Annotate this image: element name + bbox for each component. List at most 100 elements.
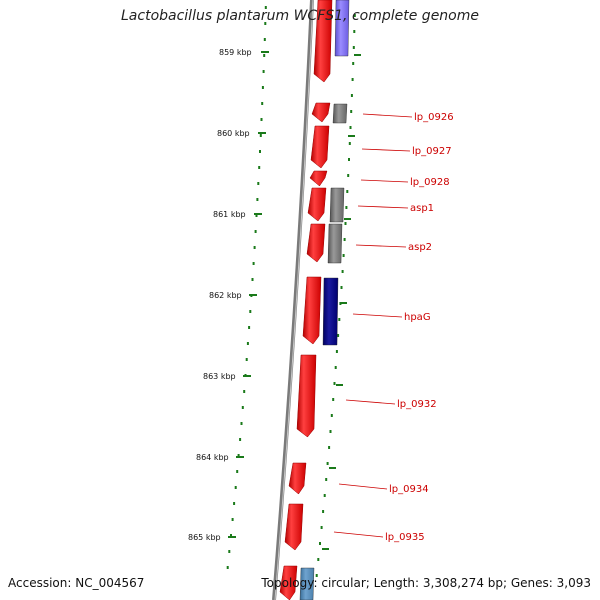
reverse-cds-feature[interactable]: [329, 187, 345, 223]
major-tick: [348, 135, 355, 137]
major-tick: [354, 54, 361, 56]
forward-cds-feature[interactable]: [288, 462, 307, 495]
minor-tick: [335, 350, 338, 353]
minor-tick: [352, 62, 355, 65]
forward-cds-feature[interactable]: [310, 125, 330, 169]
minor-tick: [347, 174, 350, 177]
forward-cds-feature[interactable]: [307, 187, 327, 222]
minor-tick: [348, 158, 350, 161]
minor-tick: [259, 134, 262, 137]
minor-tick: [252, 262, 255, 265]
minor-tick: [320, 526, 323, 529]
label-leader-line: [345, 399, 396, 405]
minor-tick: [249, 310, 252, 313]
gene-label-hpag[interactable]: hpaG: [404, 312, 431, 323]
reverse-cds-feature[interactable]: [322, 277, 339, 346]
feature-track: [279, 0, 350, 600]
kbp-label-861: 861 kbp: [213, 210, 246, 219]
topology-text: Topology: circular; Length: 3,308,274 bp…: [261, 576, 591, 590]
kbp-label-863: 863 kbp: [203, 372, 236, 381]
minor-tick: [340, 286, 343, 289]
minor-tick: [234, 486, 237, 489]
gene-label-lp-0935[interactable]: lp_0935: [385, 532, 425, 543]
minor-tick: [338, 318, 341, 321]
label-leader-line: [361, 148, 411, 152]
minor-tick: [326, 462, 329, 465]
reverse-cds-feature[interactable]: [327, 223, 343, 264]
minor-tick: [333, 382, 336, 385]
minor-tick: [237, 454, 240, 457]
minor-tick: [243, 390, 246, 393]
major-tick: [258, 132, 266, 134]
label-leaders: [333, 113, 413, 538]
label-leader-line: [360, 179, 409, 183]
gene-label-lp-0932[interactable]: lp_0932: [397, 399, 437, 410]
minor-tick: [256, 198, 259, 201]
forward-cds-feature[interactable]: [309, 170, 328, 187]
forward-cds-feature[interactable]: [284, 503, 304, 551]
minor-tick: [259, 150, 261, 153]
major-tick: [261, 51, 269, 53]
genome-backbone: [272, 0, 314, 600]
minor-tick: [255, 214, 258, 217]
minor-tick: [228, 550, 231, 553]
genome-title: Lactobacillus plantarum WCFS1, complete …: [121, 8, 479, 24]
minor-tick: [353, 14, 356, 17]
minor-tick: [251, 278, 254, 281]
minor-tick: [248, 326, 251, 329]
minor-tick: [352, 46, 355, 49]
minor-tick: [241, 406, 244, 409]
gene-label-lp-0934[interactable]: lp_0934: [389, 484, 429, 495]
gene-label-lp-0926[interactable]: lp_0926: [414, 112, 454, 123]
forward-cds-feature[interactable]: [311, 102, 331, 123]
minor-tick: [325, 478, 328, 481]
kbp-label-862: 862 kbp: [209, 291, 242, 300]
kbp-label-864: 864 kbp: [196, 453, 229, 462]
minor-tick: [323, 494, 326, 497]
kbp-label-860: 860 kbp: [217, 129, 250, 138]
reverse-cds-feature[interactable]: [299, 567, 315, 600]
minor-tick: [346, 190, 349, 193]
forward-cds-feature[interactable]: [279, 565, 298, 600]
gene-label-asp1[interactable]: asp1: [410, 203, 434, 214]
kbp-label-865: 865 kbp: [188, 533, 221, 542]
forward-cds-feature[interactable]: [313, 0, 333, 83]
forward-cds-feature[interactable]: [306, 223, 326, 263]
major-tick: [329, 467, 336, 469]
minor-tick: [353, 30, 356, 33]
gene-label-asp2[interactable]: asp2: [408, 242, 432, 253]
gene-label-lp-0928[interactable]: lp_0928: [410, 177, 450, 188]
minor-tick: [253, 246, 256, 249]
major-tick: [254, 213, 262, 215]
genome-backbone-highlight: [274, 0, 314, 600]
minor-tick: [254, 230, 257, 233]
minor-tick: [226, 566, 229, 569]
minor-tick: [258, 166, 261, 169]
minor-tick: [236, 470, 239, 473]
gene-label-lp-0927[interactable]: lp_0927: [412, 146, 452, 157]
accession-text: Accession: NC_004567: [8, 576, 145, 590]
forward-cds-feature[interactable]: [302, 276, 322, 345]
major-tick: [243, 375, 251, 377]
minor-tick: [328, 446, 331, 449]
minor-tick: [329, 430, 332, 433]
reverse-cds-feature[interactable]: [334, 0, 350, 57]
minor-tick: [240, 422, 243, 425]
forward-cds-feature[interactable]: [296, 354, 317, 438]
minor-tick: [317, 558, 320, 561]
minor-tick: [350, 110, 353, 113]
reverse-cds-feature[interactable]: [332, 103, 348, 124]
minor-tick: [334, 366, 337, 369]
minor-tick: [261, 86, 264, 89]
minor-tick: [245, 358, 248, 361]
minor-tick: [349, 126, 352, 129]
minor-tick: [261, 102, 264, 105]
major-tick: [336, 384, 343, 386]
minor-tick: [257, 182, 260, 185]
minor-tick: [342, 254, 345, 257]
minor-tick: [315, 574, 318, 577]
label-leader-line: [338, 483, 388, 490]
minor-tick: [348, 142, 351, 145]
label-leader-line: [333, 531, 384, 538]
